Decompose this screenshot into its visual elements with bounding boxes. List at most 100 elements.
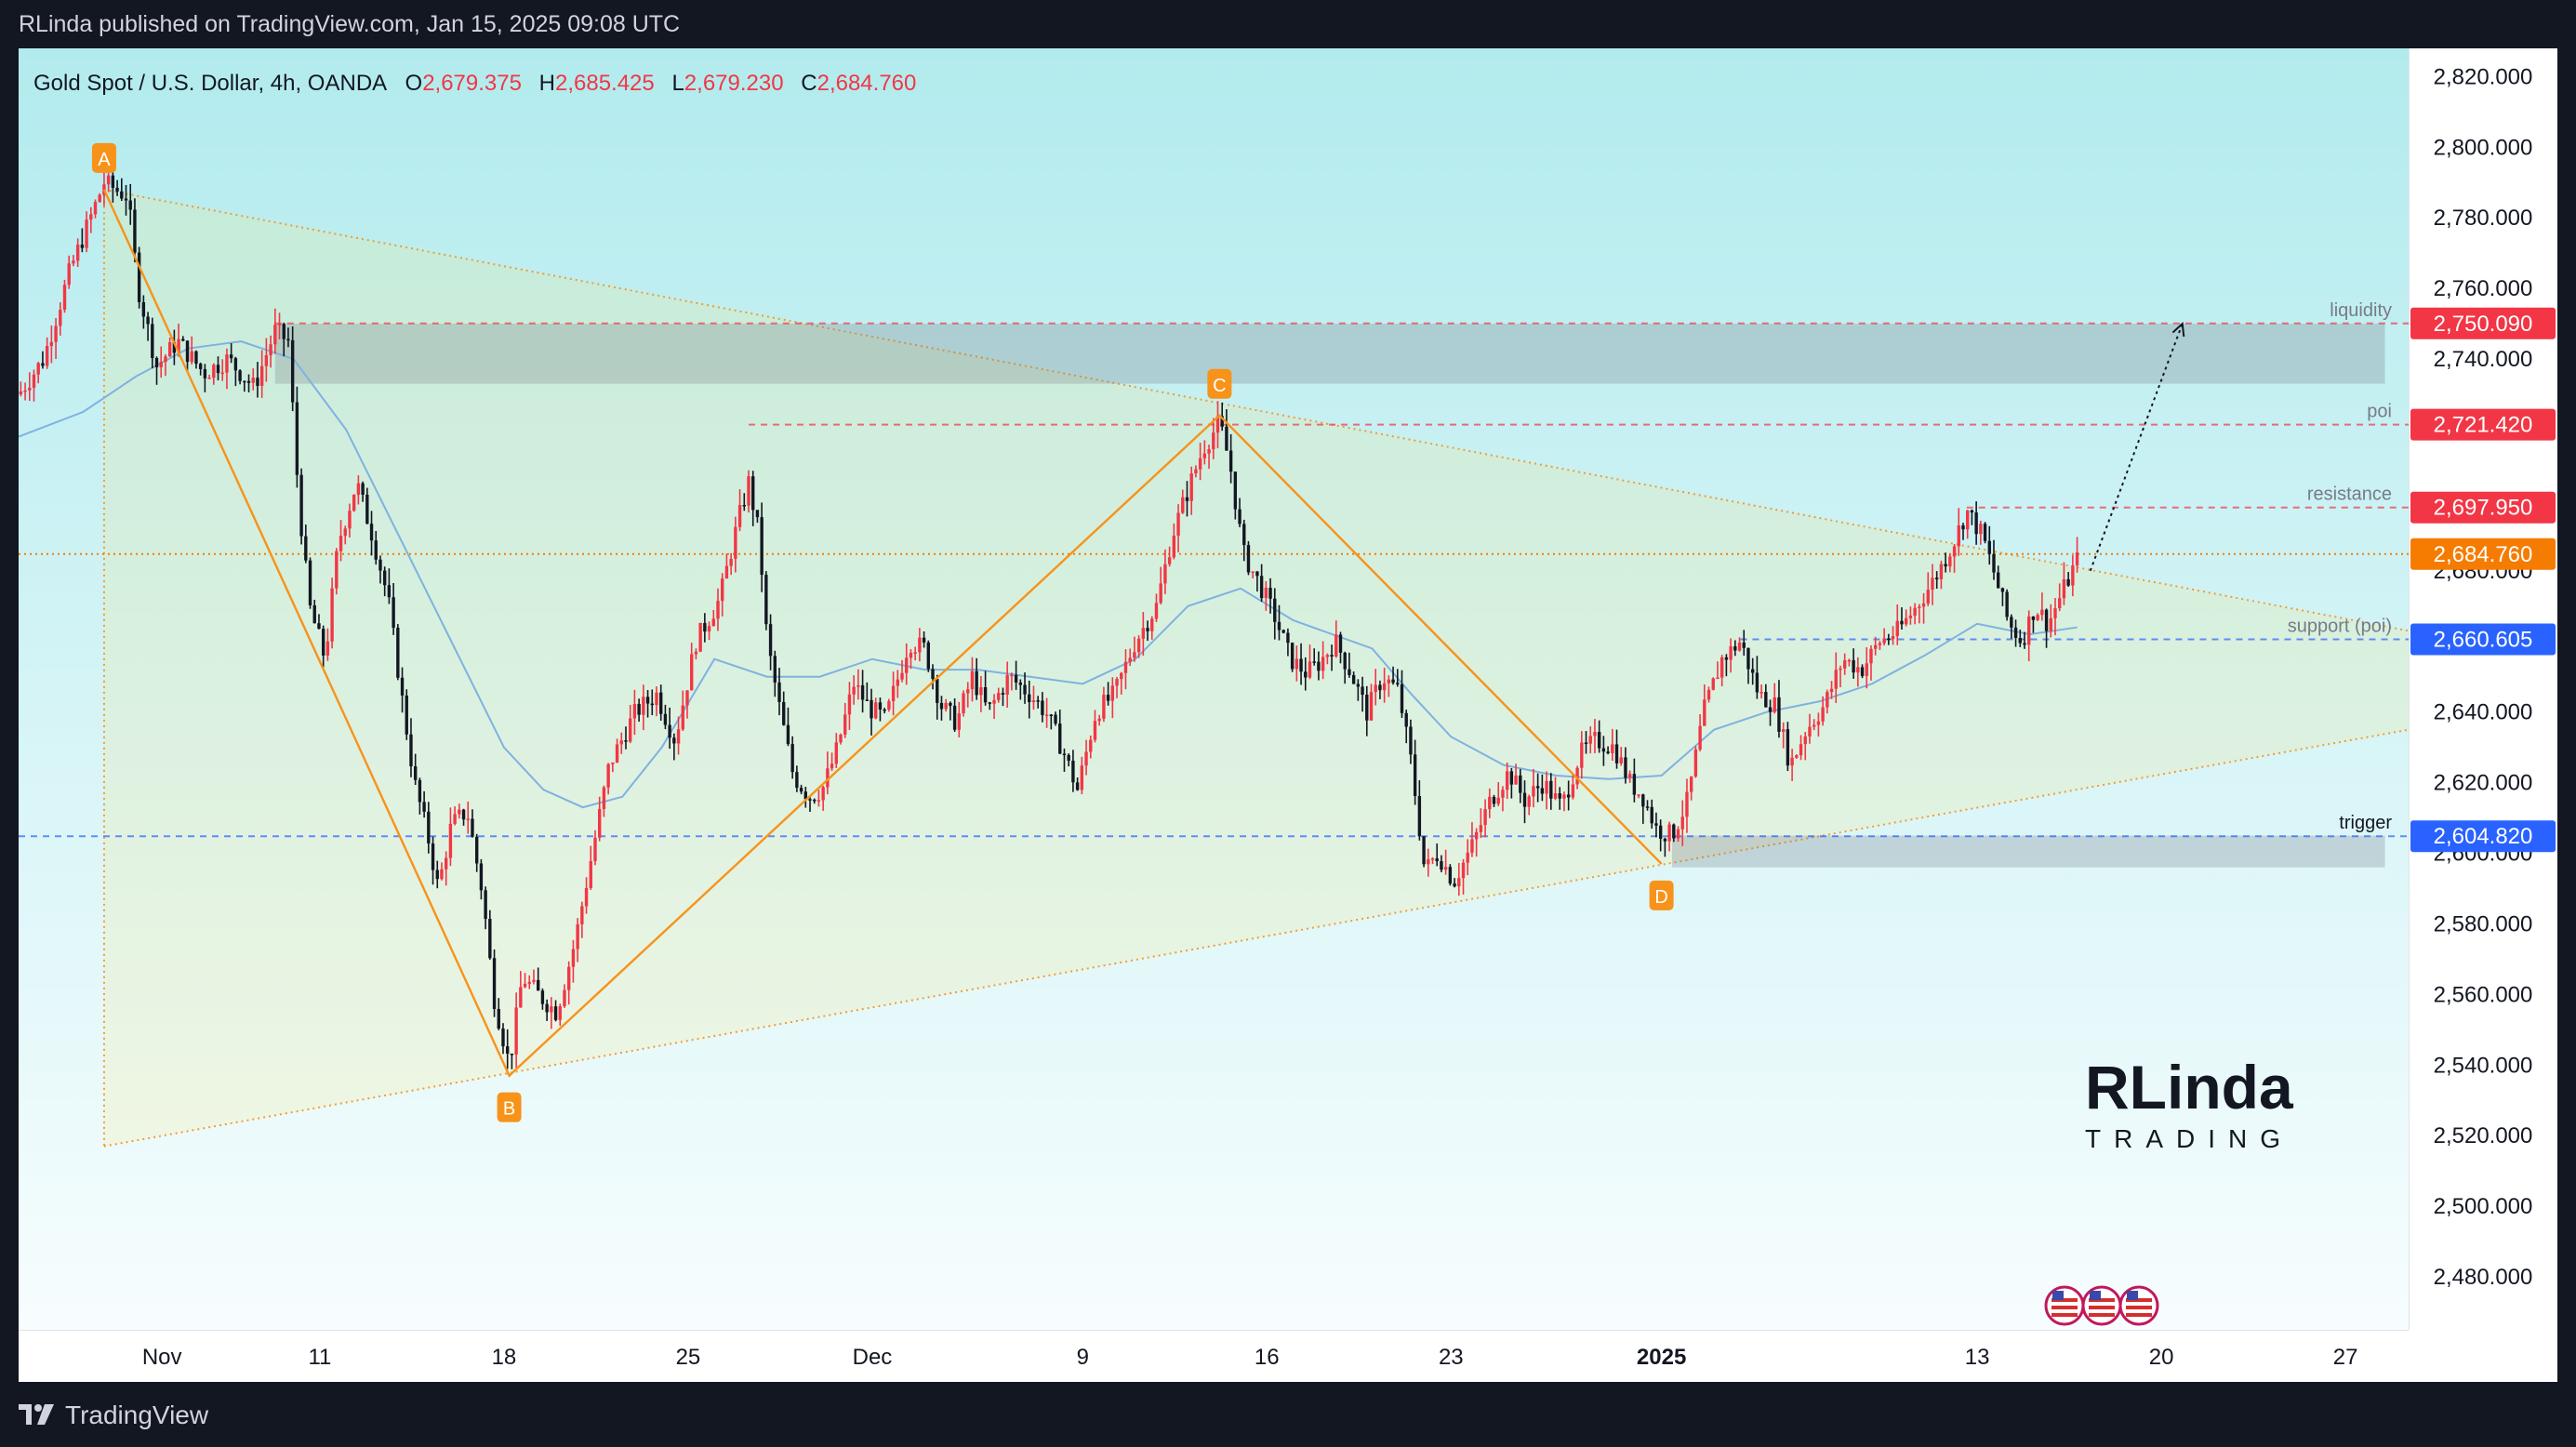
candle-body bbox=[891, 685, 896, 702]
candle-body bbox=[1759, 692, 1763, 694]
event-flags[interactable] bbox=[2044, 1285, 2159, 1326]
candle-body bbox=[847, 694, 852, 715]
last-price-price-box bbox=[2410, 538, 2556, 570]
candle-body bbox=[852, 686, 856, 695]
x-tick-label: 20 bbox=[2149, 1345, 2174, 1370]
time-axis[interactable]: Nov 11 18 25 Dec 9 16 23 2025 13 20 27 bbox=[142, 1345, 2358, 1370]
candle-body bbox=[339, 536, 343, 551]
candle-body bbox=[813, 799, 817, 802]
candle-body bbox=[1505, 771, 1509, 790]
candle-body bbox=[203, 368, 207, 378]
candle-body bbox=[492, 958, 497, 1009]
candle-body bbox=[151, 324, 154, 358]
candles bbox=[19, 167, 2079, 1069]
candle-body bbox=[1799, 744, 1803, 756]
candle-body bbox=[295, 402, 299, 475]
candle-body bbox=[1273, 598, 1277, 622]
trigger-level-label: trigger bbox=[2339, 813, 2392, 833]
candle-body bbox=[1409, 726, 1413, 755]
candle-body bbox=[1251, 571, 1255, 574]
candle-body bbox=[19, 391, 23, 395]
candle-body bbox=[212, 365, 216, 378]
trigger-zone bbox=[1671, 835, 2385, 868]
y-tick-label: 2,780.000 bbox=[2434, 206, 2533, 231]
candle-body bbox=[1189, 473, 1193, 501]
point-b-marker bbox=[497, 1092, 522, 1122]
candle-body bbox=[106, 175, 111, 185]
candle-body bbox=[843, 714, 847, 735]
candle-body bbox=[1054, 714, 1057, 724]
candle-body bbox=[1913, 607, 1917, 617]
y-tick-label: 2,760.000 bbox=[2434, 276, 2533, 301]
x-tick-label: 9 bbox=[1077, 1345, 1089, 1370]
candle-body bbox=[615, 744, 619, 763]
candle-body bbox=[1680, 816, 1684, 830]
abcd-pattern: A B C D bbox=[91, 142, 1674, 1122]
liquidity-level-label: liquidity bbox=[2330, 300, 2392, 321]
candle-body bbox=[1733, 646, 1737, 651]
candle-body bbox=[89, 214, 93, 220]
candle-body bbox=[1277, 621, 1281, 631]
candle-body bbox=[1075, 782, 1080, 790]
tradingview-brand: TradingView bbox=[65, 1401, 209, 1429]
projection-arrow bbox=[2089, 322, 2185, 572]
candle-body bbox=[870, 699, 873, 719]
candle-body bbox=[721, 578, 724, 602]
candle-body bbox=[992, 699, 996, 704]
candle-body bbox=[1154, 603, 1159, 619]
y-tick-label: 2,500.000 bbox=[2434, 1194, 2533, 1219]
price-chart[interactable]: liquidity poi resistance support (poi) trigg… bbox=[19, 48, 2557, 1382]
candle-body bbox=[949, 702, 952, 706]
candle-body bbox=[629, 718, 632, 742]
candle-body bbox=[1698, 725, 1702, 750]
candle-body bbox=[198, 364, 203, 369]
point-d-label: D bbox=[1654, 887, 1667, 908]
y-tick-label: 2,740.000 bbox=[2434, 347, 2533, 372]
candle-body bbox=[681, 705, 684, 730]
candle-body bbox=[474, 836, 479, 864]
candle-body bbox=[1839, 668, 1842, 670]
candle-body bbox=[194, 351, 198, 365]
candle-body bbox=[563, 989, 566, 1006]
y-tick-label: 2,800.000 bbox=[2434, 135, 2533, 160]
candle-body bbox=[593, 837, 597, 862]
candle-body bbox=[1522, 792, 1527, 807]
candle-body bbox=[251, 378, 255, 383]
candle-body bbox=[207, 378, 211, 379]
candle-body bbox=[606, 763, 610, 788]
candle-body bbox=[233, 358, 238, 371]
candle-body bbox=[966, 689, 970, 694]
candle-body bbox=[1102, 695, 1106, 719]
candle-body bbox=[1654, 823, 1658, 826]
y-tick-label: 2,540.000 bbox=[2434, 1053, 2533, 1078]
candle-body bbox=[2036, 615, 2039, 620]
candle-body bbox=[1018, 682, 1023, 685]
resistance-price-box bbox=[2410, 491, 2556, 524]
tradingview-logo[interactable]: TradingView bbox=[19, 1401, 208, 1430]
candle-body bbox=[1233, 471, 1238, 510]
candle-body bbox=[1427, 858, 1430, 865]
candle-body bbox=[540, 990, 545, 1004]
x-tick-label: 18 bbox=[492, 1345, 517, 1370]
y-tick-label: 2,480.000 bbox=[2434, 1265, 2533, 1290]
candle-body bbox=[1952, 546, 1957, 557]
candle-body bbox=[931, 669, 935, 680]
candle-body bbox=[1014, 674, 1018, 683]
candle-body bbox=[1961, 524, 1965, 530]
candle-body bbox=[786, 724, 790, 745]
moving-average bbox=[19, 340, 2078, 809]
moving-average-line bbox=[19, 340, 2078, 809]
candle-body bbox=[1711, 678, 1715, 690]
candle-body bbox=[1921, 603, 1926, 607]
svg-text:Gold Spot / U.S. Dollar, 4h, O: Gold Spot / U.S. Dollar, 4h, OANDA O2,67… bbox=[33, 71, 916, 96]
candle-body bbox=[115, 187, 119, 192]
price-axis[interactable]: 2,480.000 2,500.000 2,520.000 2,540.000 2,56… bbox=[2410, 64, 2556, 1290]
candle-body bbox=[1396, 683, 1400, 684]
candle-body bbox=[1295, 658, 1299, 670]
candle-body bbox=[1351, 674, 1356, 684]
candle-body bbox=[1212, 432, 1215, 450]
candle-body bbox=[1895, 620, 1899, 637]
candle-body bbox=[111, 175, 115, 188]
candle-body bbox=[264, 354, 269, 366]
candle-body bbox=[1601, 748, 1606, 752]
